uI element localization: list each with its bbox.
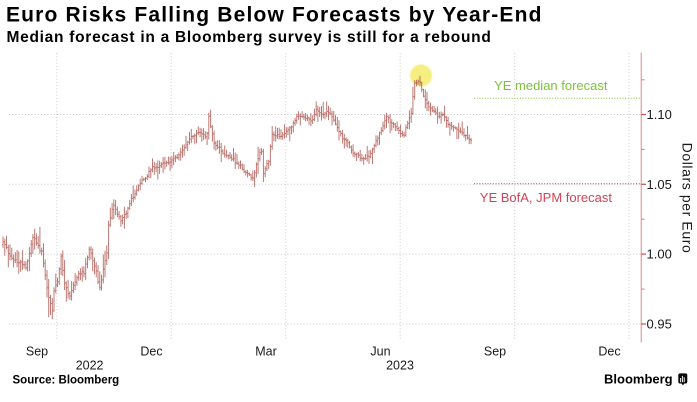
- svg-text:Sep: Sep: [26, 345, 48, 359]
- svg-text:2023: 2023: [386, 358, 414, 372]
- svg-text:Source: Bloomberg: Source: Bloomberg: [13, 375, 120, 387]
- svg-text:Bloomberg: Bloomberg: [604, 371, 673, 386]
- svg-text:Euro Risks Falling Below Forec: Euro Risks Falling Below Forecasts by Ye…: [6, 4, 543, 27]
- svg-text:YE median forecast: YE median forecast: [494, 78, 608, 93]
- svg-text:Dec: Dec: [140, 345, 162, 359]
- svg-text:Median forecast in a Bloomberg: Median forecast in a Bloomberg survey is…: [7, 29, 492, 46]
- svg-text:Mar: Mar: [255, 345, 277, 359]
- svg-text:Sep: Sep: [484, 345, 506, 359]
- svg-text:1.00: 1.00: [647, 247, 672, 262]
- svg-text:Dollars per Euro: Dollars per Euro: [680, 143, 696, 254]
- svg-text:1.05: 1.05: [647, 177, 672, 192]
- svg-text:Dec: Dec: [598, 345, 620, 359]
- svg-text:1.10: 1.10: [647, 107, 672, 122]
- svg-text:YE BofA, JPM forecast: YE BofA, JPM forecast: [480, 190, 613, 205]
- svg-text:Jun: Jun: [370, 345, 390, 359]
- svg-text:2022: 2022: [76, 358, 104, 372]
- svg-text:0.95: 0.95: [647, 317, 672, 332]
